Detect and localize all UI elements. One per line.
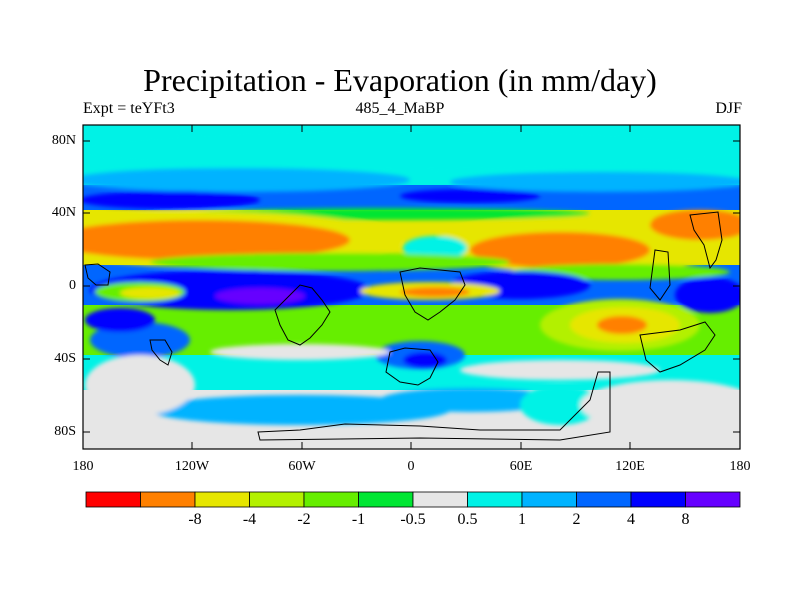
south-pacific-wet-2: [85, 308, 155, 332]
storm-track-deep-1: [83, 191, 260, 209]
experiment-label: Expt = teYFt3: [83, 100, 175, 117]
colorbar-label: 1: [518, 511, 526, 528]
coast-south-pacific: [639, 321, 716, 373]
colorbar-swatch: [521, 491, 577, 508]
polar-grey-west: [85, 355, 195, 415]
coast-antarctica: [257, 371, 611, 441]
coast-pacific-islands: [149, 339, 173, 366]
itcz-far-east: [675, 277, 740, 313]
plot-title: Precipitation - Evaporation (in mm/day): [143, 62, 657, 98]
colorbar: [85, 491, 741, 508]
colorbar-swatch: [685, 491, 741, 508]
dry-zone-margin-1: [150, 253, 510, 271]
mid-lat-blue-1: [83, 168, 410, 192]
lon-label-180e: 180: [729, 459, 751, 474]
lon-label-0: 0: [407, 459, 415, 474]
arctic-light-band: [83, 128, 740, 172]
colorbar-swatch: [467, 491, 523, 508]
lat-ticks: [83, 140, 740, 433]
coast-west-north-america: [84, 263, 111, 286]
colorbar-swatch: [140, 491, 196, 508]
coastlines: [84, 211, 723, 441]
map-field: [83, 125, 740, 449]
colorbar-swatch: [249, 491, 305, 508]
colorbar-swatch: [412, 491, 468, 508]
colorbar-label: -1: [351, 511, 366, 528]
southern-ocean-light: [520, 385, 600, 425]
dry-zone-west-core: [83, 220, 350, 260]
lon-label-120w: 120W: [174, 459, 210, 474]
lat-label-0: 0: [69, 278, 76, 293]
lat-label-80n: 80N: [51, 133, 76, 148]
itcz-purple-core: [215, 288, 305, 304]
colorbar-label: -0.5: [400, 511, 426, 528]
lon-label-60w: 60W: [288, 459, 316, 474]
lon-ticks: [191, 125, 631, 449]
mid-lat-blue-2: [450, 172, 740, 192]
lon-label-120e: 120E: [615, 459, 645, 474]
lon-label-60e: 60E: [509, 459, 533, 474]
lat-label-80s: 80S: [54, 424, 76, 439]
colorbar-label: 2: [572, 511, 581, 528]
colorbar-swatch: [85, 491, 141, 508]
colorbar-label: 4: [627, 511, 635, 528]
colorbar-label: -2: [297, 511, 311, 528]
period-label: 485_4_MaBP: [355, 100, 445, 117]
colorbar-label: 8: [681, 511, 690, 528]
polar-grey-east: [580, 380, 740, 430]
lon-label-180w: 180: [72, 459, 94, 474]
season-label: DJF: [715, 100, 742, 117]
lat-label-40n: 40N: [51, 205, 76, 220]
colorbar-label: -8: [188, 511, 202, 528]
dry-zone-gap: [403, 236, 467, 260]
lat-label-40s: 40S: [54, 351, 76, 366]
colorbar-swatch: [630, 491, 686, 508]
equatorial-dry-core: [400, 287, 470, 297]
colorbar-label: 0.5: [457, 511, 478, 528]
dry-zone-east-core: [470, 232, 650, 268]
coast-south-america: [274, 284, 331, 346]
southern-ocean-blue-2: [380, 388, 560, 412]
colorbar-swatch: [303, 491, 359, 508]
southern-ocean-blue-1: [150, 395, 450, 425]
coast-africa: [399, 267, 466, 321]
south-indian-dry-core: [597, 316, 647, 334]
storm-track-deep-2: [400, 189, 540, 203]
southern-pale-strip-east: [460, 360, 660, 380]
equatorial-yellow-tongue: [120, 287, 180, 299]
coast-australia: [689, 211, 723, 270]
colorbar-label: -4: [242, 511, 257, 528]
colorbar-swatch: [194, 491, 250, 508]
southern-pale-strip: [210, 344, 390, 360]
colorbar-swatch: [358, 491, 414, 508]
dry-zone-east-edge: [650, 210, 740, 240]
colorbar-swatch: [576, 491, 632, 508]
coast-south-africa: [385, 347, 439, 386]
south-atlantic-deep: [403, 352, 447, 368]
coast-east-asia: [649, 249, 671, 301]
